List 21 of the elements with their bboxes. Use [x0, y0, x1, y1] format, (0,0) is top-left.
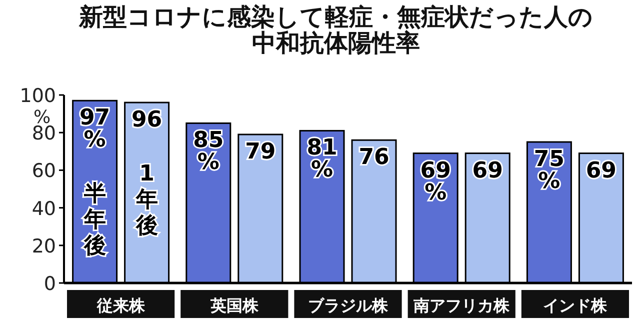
- x-tick-label: インド株: [543, 296, 608, 315]
- data-label: 75%: [534, 147, 565, 194]
- data-label: 69: [586, 158, 617, 184]
- x-tick-label: 英国株: [209, 296, 260, 315]
- data-label: 79: [245, 139, 276, 164]
- data-label: 76: [358, 145, 390, 170]
- y-tick-label: 20: [32, 235, 56, 258]
- x-tick-label: 従来株: [96, 296, 146, 315]
- x-tick-label: 南アフリカ株: [412, 296, 511, 315]
- y-tick-label: 40: [32, 198, 56, 220]
- y-tick-label: 0: [44, 273, 56, 295]
- data-label: 97%: [79, 106, 110, 153]
- data-label: 96: [131, 108, 162, 133]
- data-label: 69: [472, 158, 503, 184]
- data-label: 85%: [193, 128, 224, 176]
- title: 新型コロナに感染して軽症・無症状だった人の中和抗体陽性率: [79, 3, 593, 57]
- data-label: 69%: [420, 158, 451, 206]
- data-label: 81%: [306, 136, 338, 183]
- y-tick-label: 100: [20, 85, 56, 107]
- y-tick-label: 60: [32, 160, 56, 182]
- x-tick-label: ブラジル株: [308, 296, 389, 315]
